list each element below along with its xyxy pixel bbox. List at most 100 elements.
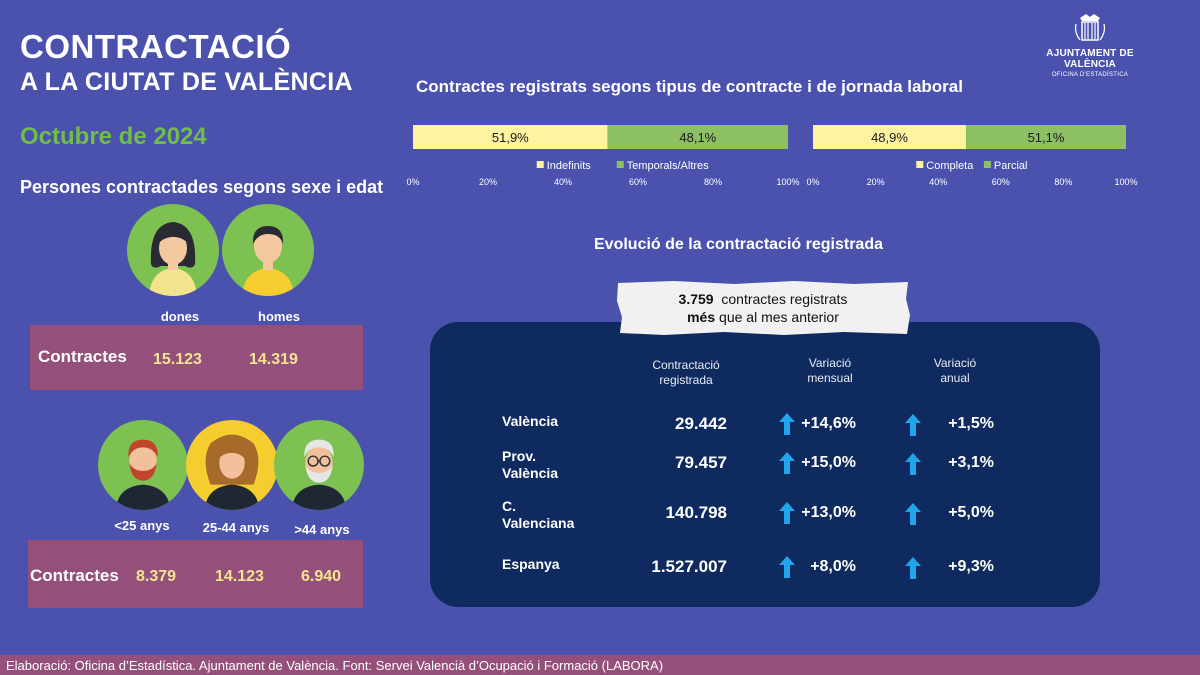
note-text: 3.759 contractes registrats més que al m…	[618, 290, 908, 326]
value-over-44: 6.940	[301, 568, 342, 585]
data-label: 51,9%	[492, 130, 529, 145]
row-monthly: +15,0%	[801, 454, 856, 471]
tick-label: 20%	[867, 177, 885, 187]
monthly-arrow-wrap	[779, 502, 795, 529]
row-annual: +3,1%	[948, 454, 994, 471]
row-label-line: C.	[502, 498, 516, 514]
annual-arrow-wrap	[905, 557, 921, 584]
row-annual: +9,3%	[948, 558, 994, 575]
note-bold: més	[687, 309, 716, 325]
label-under-25: <25 anys	[114, 518, 170, 533]
arrow-up-icon	[779, 452, 795, 474]
contracts-box-sexe: Contractes 15.123 14.319	[30, 325, 363, 390]
row-label-line: Prov.	[502, 448, 536, 464]
arrow-up-icon	[779, 556, 795, 578]
col-header-mensual: Variació mensual	[807, 356, 853, 385]
row-monthly: +14,6%	[801, 415, 856, 432]
row-label: Prov. València	[502, 448, 558, 482]
bar-parcial	[966, 125, 1126, 149]
avatar-young-man-icon	[98, 420, 188, 510]
note-line2: que al mes anterior	[719, 309, 839, 325]
monthly-arrow-wrap	[779, 452, 795, 479]
bar-indefinits	[413, 125, 608, 149]
label-over-44: >44 anys	[294, 522, 350, 537]
chart-title: Contractes registrats segons tipus de co…	[416, 77, 963, 96]
contracts-label: Contractes	[38, 347, 127, 366]
legend-label: Completa	[926, 160, 974, 172]
value-homes: 14.319	[249, 351, 298, 368]
label-homes: homes	[258, 309, 300, 324]
arrow-up-icon	[905, 557, 921, 579]
col-header-anual: Variació anual	[933, 356, 977, 385]
legend-label: Temporals/Altres	[627, 160, 709, 172]
row-label: Espanya	[502, 556, 560, 573]
section-sexe-title: Persones contractades segons sexe i edat	[20, 177, 384, 197]
arrow-up-icon	[779, 413, 795, 435]
legend-label: Parcial	[994, 160, 1028, 172]
note-value: 3.759	[678, 291, 714, 307]
chart-tipus-contracte: 51,9% 48,1% Indefinits Temporals/Altres 0% 20…	[406, 125, 800, 187]
footer-source: Elaboració: Oficina d’Estadística. Ajunt…	[0, 655, 1200, 675]
legend-swatch	[616, 161, 624, 168]
bar-temporals-altres	[607, 125, 788, 149]
row-annual: +1,5%	[948, 415, 994, 432]
value-dones: 15.123	[153, 351, 202, 368]
annual-arrow-wrap	[905, 503, 921, 530]
tick-label: 0%	[806, 177, 819, 187]
tick-label: 40%	[929, 177, 947, 187]
legend-swatch	[983, 161, 991, 168]
row-monthly: +8,0%	[810, 558, 856, 575]
row-label-line: València	[502, 465, 559, 481]
legend-swatch	[536, 161, 544, 168]
row-annual: +5,0%	[948, 504, 994, 521]
avatar-man-icon	[222, 204, 314, 296]
note-torn-paper	[617, 281, 910, 335]
note-line1: contractes registrats	[721, 291, 848, 307]
logo-name: AJUNTAMENT DE VALÈNCIA	[1046, 48, 1134, 70]
row-label-line: Espanya	[502, 556, 560, 572]
city-logo: AJUNTAMENT DE VALÈNCIA OFICINA D'ESTADÍS…	[1020, 12, 1160, 78]
chart-jornada-laboral: 48,9% 51,1% Completa Parcial 0% 20% 40% 60% 80% 1…	[806, 125, 1138, 187]
col-header-registrada: Contractació registrada	[652, 358, 720, 387]
legend-label: Indefinits	[547, 160, 592, 172]
logo-subtitle: OFICINA D'ESTADÍSTICA	[1051, 72, 1129, 78]
crest-icon	[1072, 12, 1108, 46]
monthly-arrow-wrap	[779, 413, 795, 440]
tick-label: 100%	[1114, 177, 1137, 187]
label-25-44: 25-44 anys	[202, 520, 270, 535]
tick-label: 80%	[704, 177, 722, 187]
row-value: 79.457	[675, 453, 727, 472]
monthly-arrow-wrap	[779, 556, 795, 583]
title-line1: CONTRACTACIÓ	[20, 28, 292, 65]
tick-label: 80%	[1054, 177, 1072, 187]
row-label: València	[502, 413, 558, 430]
legend-swatch	[916, 161, 924, 168]
row-value: 29.442	[675, 414, 727, 433]
arrow-up-icon	[905, 453, 921, 475]
label-dones: dones	[160, 309, 200, 324]
row-label: C. Valenciana	[502, 498, 574, 532]
avatar-senior-man-icon	[274, 420, 364, 510]
contracts-box-edat: Contractes 8.379 14.123 6.940	[28, 540, 363, 608]
tick-label: 20%	[479, 177, 497, 187]
title-line2: A LA CIUTAT DE VALÈNCIA	[20, 68, 353, 96]
arrow-up-icon	[779, 502, 795, 524]
tick-label: 100%	[776, 177, 799, 187]
data-label: 48,1%	[679, 130, 716, 145]
row-value: 1.527.007	[651, 557, 727, 576]
evolution-panel	[430, 322, 1100, 607]
tick-label: 60%	[992, 177, 1010, 187]
value-25-44: 14.123	[215, 568, 264, 585]
contracts-label: Contractes	[30, 566, 119, 585]
arrow-up-icon	[905, 503, 921, 525]
tick-label: 0%	[406, 177, 419, 187]
avatar-woman-icon	[127, 204, 219, 296]
tick-label: 60%	[629, 177, 647, 187]
row-value: 140.798	[665, 503, 727, 522]
row-monthly: +13,0%	[801, 504, 856, 521]
row-label-line: València	[502, 413, 559, 429]
period-label: Octubre de 2024	[20, 123, 207, 150]
tick-label: 40%	[554, 177, 572, 187]
bar-completa	[813, 125, 967, 149]
evolution-title: Evolució de la contractació registrada	[594, 236, 883, 253]
